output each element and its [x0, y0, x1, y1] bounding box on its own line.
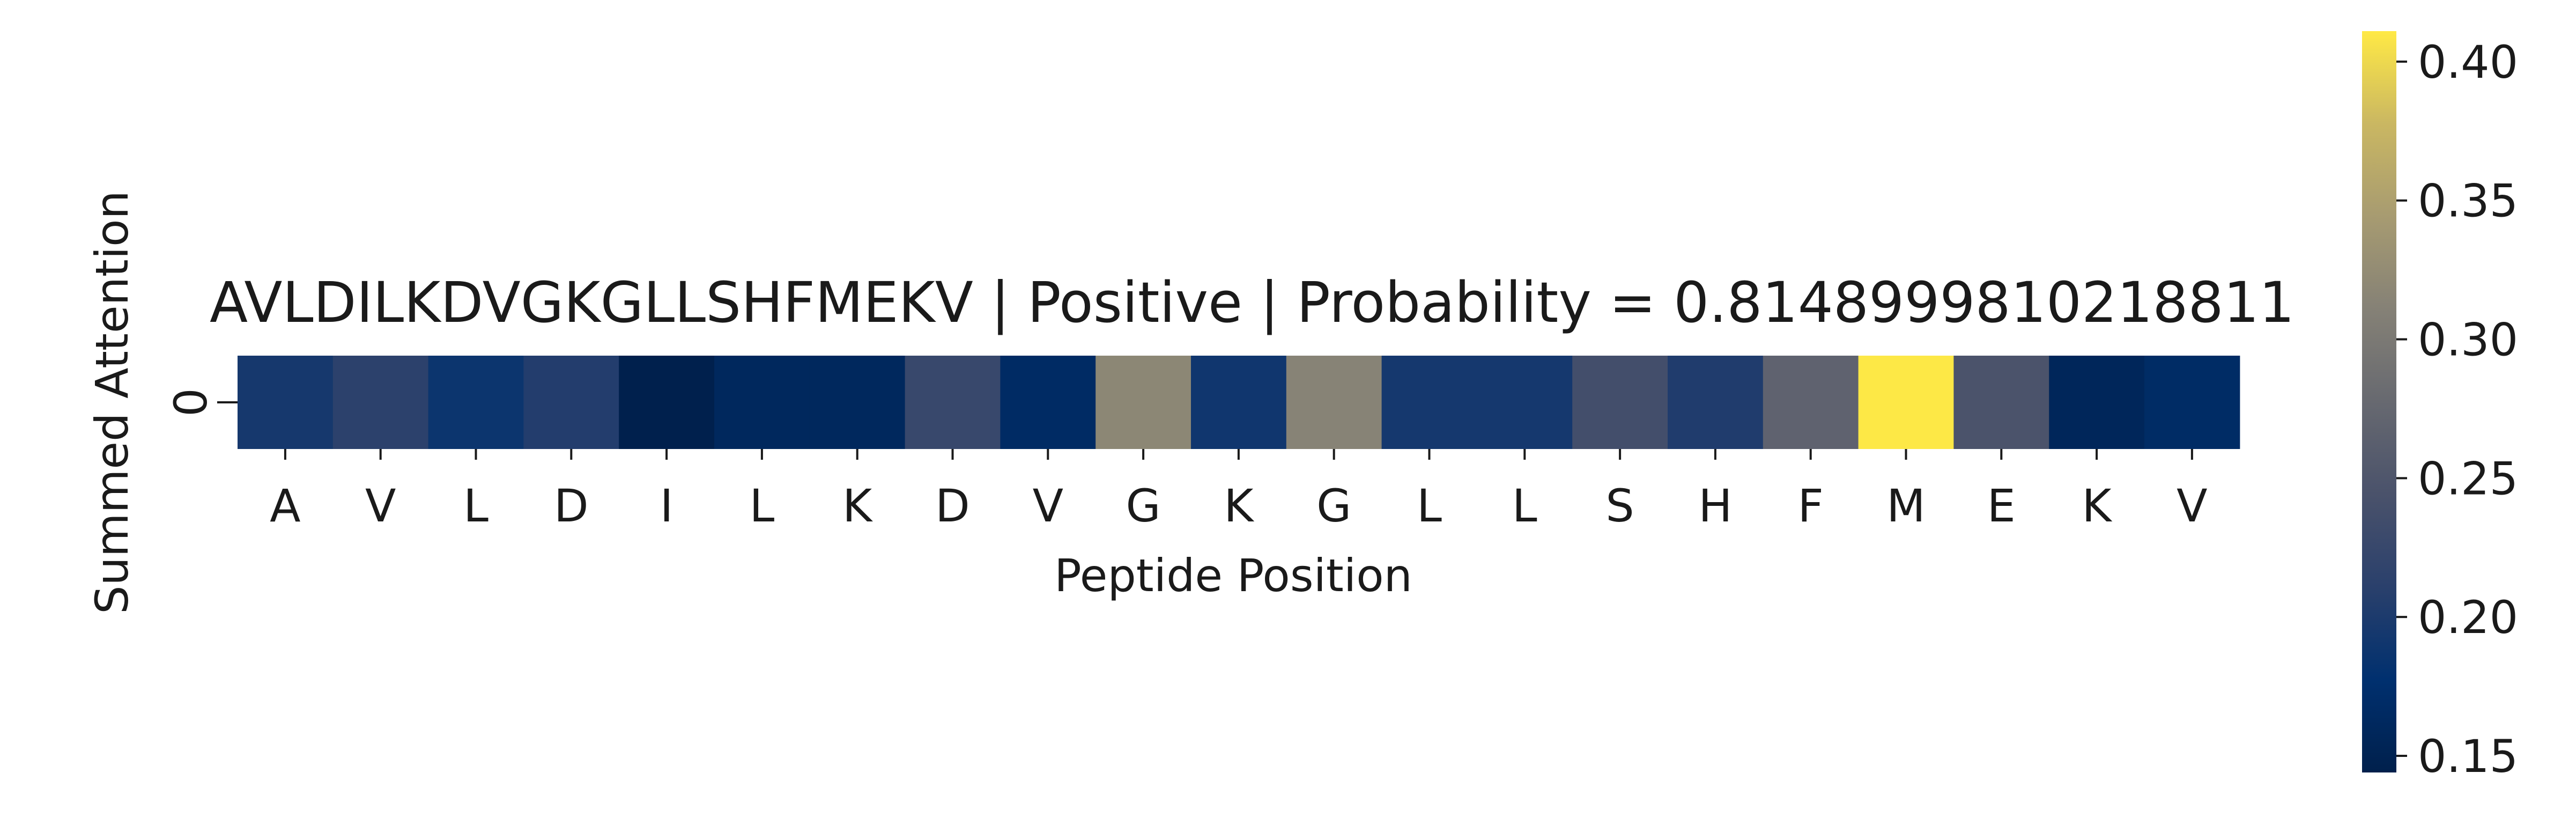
heatmap-cell	[1572, 356, 1668, 449]
colorbar-tick-label: 0.40	[2418, 36, 2518, 89]
colorbar-tick-label: 0.15	[2418, 730, 2518, 783]
x-tick-label: L	[1417, 480, 1442, 532]
heatmap-cells	[238, 356, 2240, 449]
heatmap-cell	[809, 356, 906, 449]
heatmap-cell	[1477, 356, 1573, 449]
heatmap-cell	[332, 356, 429, 449]
heatmap-cell	[1095, 356, 1191, 449]
heatmap-cell	[2144, 356, 2240, 449]
heatmap-cell	[905, 356, 1001, 449]
chart-title: AVLDILKDVGKGLLSHFMEKV | Positive | Proba…	[210, 270, 2294, 335]
colorbar-gradient	[2362, 31, 2396, 772]
heatmap-cell	[1286, 356, 1382, 449]
heatmap-cell	[1763, 356, 1859, 449]
colorbar-tick-label: 0.30	[2418, 314, 2518, 366]
heatmap-cell	[1000, 356, 1096, 449]
heatmap-cell	[2049, 356, 2145, 449]
x-tick-label: V	[365, 480, 396, 532]
colorbar-tick-label: 0.35	[2418, 175, 2518, 227]
x-tick-label: G	[1126, 480, 1161, 532]
heatmap-cell	[1191, 356, 1287, 449]
colorbar-tick-label: 0.25	[2418, 452, 2518, 505]
y-axis-row-tick: 0	[165, 388, 238, 417]
x-tick-label: V	[2177, 480, 2207, 532]
x-tick-label: K	[842, 480, 873, 532]
heatmap-cell	[1858, 356, 1954, 449]
y-axis-label: Summed Attention	[86, 190, 138, 614]
x-axis-label: Peptide Position	[1054, 549, 1412, 602]
x-tick-label: H	[1698, 480, 1732, 532]
x-tick-label: A	[270, 480, 300, 532]
x-tick-label: E	[1987, 480, 2016, 532]
y-tick-label: 0	[165, 388, 217, 416]
x-tick-label: L	[463, 480, 488, 532]
heatmap-cell	[238, 356, 334, 449]
heatmap-cell	[428, 356, 524, 449]
x-tick-label: V	[1033, 480, 1063, 532]
heatmap-cell	[619, 356, 715, 449]
heatmap-cell	[1953, 356, 2049, 449]
x-tick-label: K	[2082, 480, 2113, 532]
x-tick-label: G	[1316, 480, 1351, 532]
heatmap-cell	[1381, 356, 1477, 449]
x-tick-label: I	[660, 480, 673, 532]
x-tick-label: D	[554, 480, 589, 532]
x-tick-label: L	[1512, 480, 1537, 532]
heatmap-cell	[1668, 356, 1764, 449]
colorbar: 0.15 0.20 0.25 0.30 0.35 0.40	[2362, 31, 2518, 783]
x-tick-label: M	[1886, 480, 1925, 532]
x-tick-label: K	[1224, 480, 1254, 532]
x-tick-label: D	[935, 480, 970, 532]
x-tick-label: L	[749, 480, 774, 532]
colorbar-ticks: 0.15 0.20 0.25 0.30 0.35 0.40	[2396, 36, 2518, 783]
colorbar-tick-label: 0.20	[2418, 591, 2518, 644]
x-tick-label: S	[1605, 480, 1634, 532]
heatmap-cell	[523, 356, 619, 449]
x-tick-label: F	[1798, 480, 1824, 532]
heatmap-cell	[714, 356, 810, 449]
